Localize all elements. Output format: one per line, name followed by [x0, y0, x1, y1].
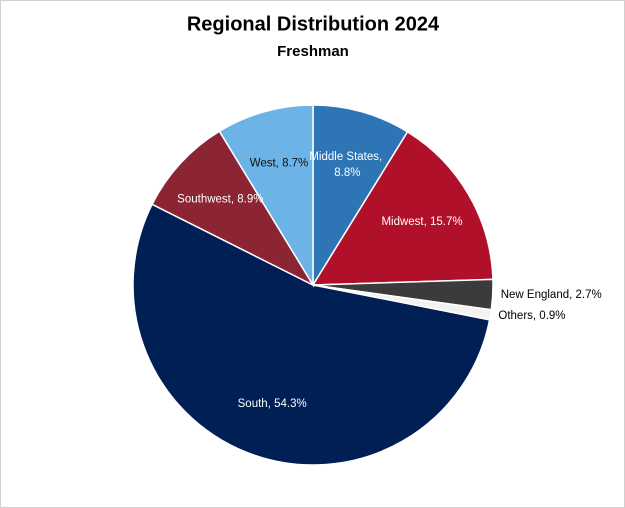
data-label: South, 54.3% [238, 398, 307, 410]
pie-slice [151, 130, 315, 287]
data-label: New England, 2.7% [501, 289, 602, 301]
chart-title: Regional Distribution 2024 [187, 13, 440, 35]
pie-slice [311, 130, 494, 286]
data-label: Midwest, 15.7% [381, 216, 462, 228]
data-label-line: 8.8% [334, 167, 360, 179]
data-label: Others, 0.9% [498, 310, 565, 322]
data-label: Southwest, 8.9% [177, 194, 263, 206]
data-label: West, 8.7% [250, 158, 309, 170]
data-label: Middle States, 8.8% [309, 151, 385, 179]
pie-slice [218, 104, 314, 288]
pie [132, 104, 494, 466]
chart-subtitle: Freshman [277, 43, 349, 60]
pie-slice [132, 203, 491, 466]
data-label-line: Middle States, [309, 151, 385, 163]
pie-slice [312, 104, 409, 288]
